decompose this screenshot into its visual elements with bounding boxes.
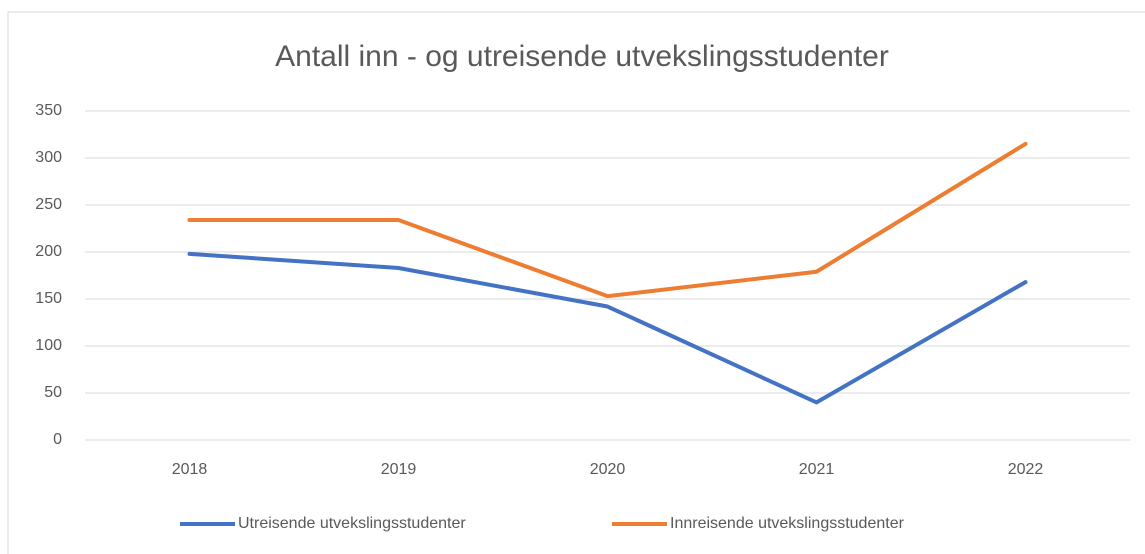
legend-label: Innreisende utvekslingsstudenter	[670, 515, 905, 532]
y-tick-label: 250	[35, 196, 62, 213]
legend-label: Utreisende utvekslingsstudenter	[238, 515, 466, 532]
y-tick-label: 150	[35, 290, 62, 307]
series-line	[187, 251, 1028, 405]
y-tick-label: 200	[35, 243, 62, 260]
series-line	[187, 141, 1028, 299]
chart-title: Antall inn - og utreisende utvekslingsst…	[275, 40, 889, 73]
x-tick-label: 2021	[799, 461, 835, 478]
y-tick-label: 350	[35, 102, 62, 119]
y-tick-label: 300	[35, 149, 62, 166]
y-tick-label: 100	[35, 337, 62, 354]
x-tick-label: 2019	[381, 461, 417, 478]
y-tick-label: 0	[53, 431, 62, 448]
x-tick-label: 2020	[590, 461, 626, 478]
x-tick-label: 2018	[172, 461, 208, 478]
x-tick-label: 2022	[1008, 461, 1044, 478]
y-tick-label: 50	[44, 384, 62, 401]
